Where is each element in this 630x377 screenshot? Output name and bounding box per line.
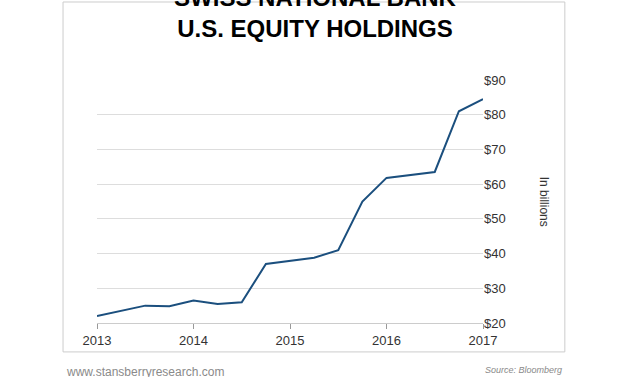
svg-text:$30: $30 xyxy=(484,281,506,296)
svg-text:SWISS NATIONAL BANKU.S. EQUITY: SWISS NATIONAL BANKU.S. EQUITY HOLDINGS xyxy=(174,0,456,42)
svg-text:$50: $50 xyxy=(484,211,506,226)
svg-text:In billions: In billions xyxy=(537,177,551,227)
svg-text:$20: $20 xyxy=(484,316,506,331)
svg-text:$70: $70 xyxy=(484,142,506,157)
svg-text:$80: $80 xyxy=(484,107,506,122)
svg-text:$90: $90 xyxy=(484,73,506,88)
svg-text:2017: 2017 xyxy=(469,333,498,348)
svg-text:www.stansberryresearch.com: www.stansberryresearch.com xyxy=(66,365,224,377)
svg-text:$60: $60 xyxy=(484,177,506,192)
svg-text:$40: $40 xyxy=(484,246,506,261)
svg-text:2013: 2013 xyxy=(83,333,112,348)
svg-text:2016: 2016 xyxy=(372,333,401,348)
svg-text:2014: 2014 xyxy=(179,333,208,348)
svg-text:Source: Bloomberg: Source: Bloomberg xyxy=(485,365,562,375)
svg-text:2015: 2015 xyxy=(276,333,305,348)
